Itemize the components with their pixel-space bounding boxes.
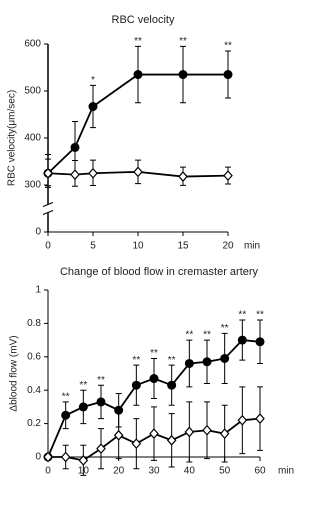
marker <box>43 167 53 179</box>
marker <box>178 70 188 80</box>
significance: ** <box>150 348 158 359</box>
marker <box>255 337 265 347</box>
marker <box>202 357 212 367</box>
marker <box>237 335 247 345</box>
significance: ** <box>134 36 142 47</box>
x-tick-label: 0 <box>45 466 51 477</box>
x-unit-label: min <box>278 466 294 477</box>
x-tick-label: 10 <box>132 241 144 252</box>
marker <box>202 424 212 436</box>
significance: ** <box>203 330 211 341</box>
x-tick-label: 20 <box>222 241 234 252</box>
significance: ** <box>185 330 193 341</box>
marker <box>96 443 106 455</box>
marker <box>178 171 188 182</box>
significance: ** <box>221 323 229 334</box>
marker <box>70 169 80 181</box>
axis-break <box>42 202 54 207</box>
x-tick-label: 0 <box>45 241 51 252</box>
marker <box>70 142 80 152</box>
marker <box>149 428 159 440</box>
axis-break <box>42 210 54 215</box>
chart-title: Change of blood flow in cremaster artery <box>60 266 259 278</box>
marker <box>166 434 177 446</box>
marker <box>113 429 124 441</box>
y-axis-label: Δblood flow (mV) <box>9 335 20 411</box>
marker <box>78 402 88 412</box>
marker <box>167 380 177 390</box>
y-tick-label: 400 <box>24 133 41 144</box>
marker <box>88 102 98 112</box>
y-axis-label: RBC velocity(μm/sec) <box>7 90 18 186</box>
marker <box>219 428 230 440</box>
y-tick-label: 1 <box>35 285 41 296</box>
marker <box>133 166 143 178</box>
marker <box>61 410 71 420</box>
significance: ** <box>256 310 264 321</box>
marker <box>149 374 159 384</box>
x-tick-label: 20 <box>113 466 125 477</box>
y-tick-label: 0.8 <box>27 318 41 329</box>
y-tick-label: 600 <box>24 39 41 50</box>
marker <box>131 380 141 390</box>
x-tick-label: 5 <box>90 241 96 252</box>
significance: ** <box>132 355 140 366</box>
y-tick-label: 0.6 <box>27 351 41 362</box>
series-line <box>47 73 228 174</box>
x-tick-label: 60 <box>254 466 266 477</box>
chart-title: RBC velocity <box>112 14 175 26</box>
significance: ** <box>238 310 246 321</box>
y-tick-label: 0.4 <box>27 385 41 396</box>
marker <box>255 413 265 424</box>
marker <box>88 167 98 179</box>
x-tick-label: 15 <box>177 241 189 252</box>
marker <box>223 70 233 80</box>
marker <box>131 438 142 450</box>
marker <box>60 451 71 463</box>
marker <box>96 397 106 407</box>
significance: ** <box>79 380 87 391</box>
x-tick-label: 50 <box>219 466 231 477</box>
marker <box>133 70 143 80</box>
marker <box>220 353 230 363</box>
y-tick-label: 0.2 <box>27 418 41 429</box>
significance: ** <box>62 392 70 403</box>
y-tick-label: 0 <box>35 227 41 238</box>
significance: ** <box>168 355 176 366</box>
significance: ** <box>97 375 105 386</box>
y-tick-label: 300 <box>24 180 41 191</box>
marker <box>184 426 195 438</box>
marker <box>184 358 194 368</box>
marker <box>223 170 233 182</box>
significance: ** <box>179 36 187 47</box>
y-tick-label: 0 <box>35 452 41 463</box>
x-tick-label: 40 <box>184 466 196 477</box>
marker <box>237 414 248 426</box>
marker <box>78 454 89 466</box>
marker <box>114 405 124 415</box>
marker <box>43 451 53 463</box>
y-tick-label: 500 <box>24 86 41 97</box>
x-unit-label: min <box>244 241 260 252</box>
significance: * <box>91 75 95 86</box>
x-tick-label: 30 <box>148 466 160 477</box>
significance: ** <box>224 41 232 52</box>
